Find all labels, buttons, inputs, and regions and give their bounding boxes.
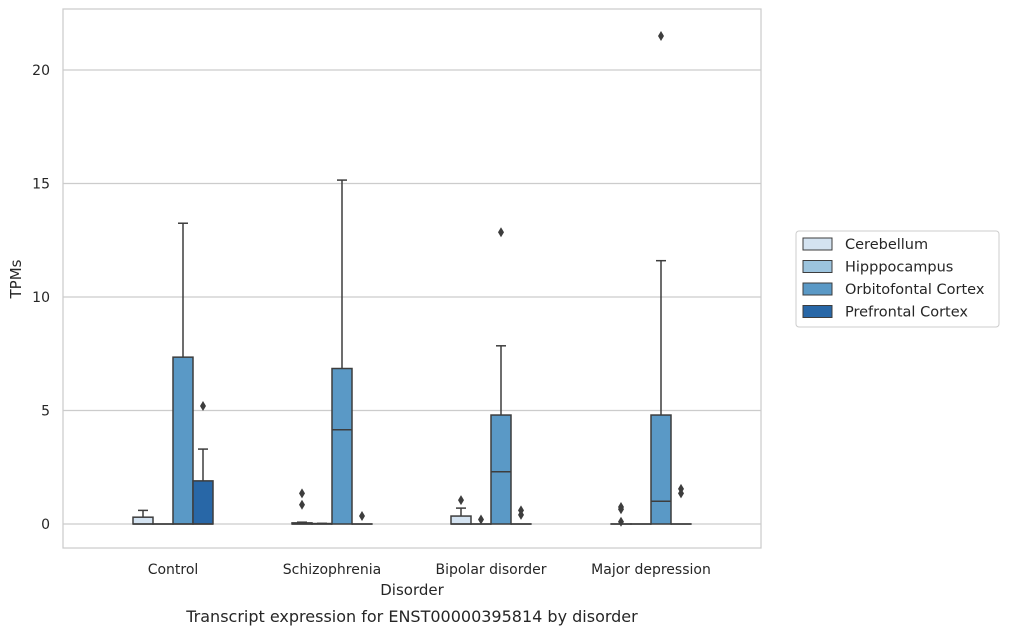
box-rect <box>450 515 472 525</box>
plot-frame <box>62 8 762 549</box>
box-orbitofontal-cortex <box>331 179 353 525</box>
outlier-point <box>618 501 624 512</box>
plot-area <box>132 30 692 527</box>
outlier-point <box>518 505 524 516</box>
box-cerebellum <box>291 488 313 525</box>
x-tick-labels: Control Schizophrenia Bipolar disorder Majo… <box>148 562 711 578</box>
x-axis-label: Disorder <box>380 581 444 599</box>
x-tick-label: Major depression <box>591 562 711 578</box>
chart-caption: Transcript expression for ENST0000039581… <box>185 607 638 626</box>
box-prefrontal-cortex <box>351 511 373 525</box>
outlier-point <box>498 227 504 238</box>
box-orbitofontal-cortex <box>490 227 512 525</box>
y-tick-label: 5 <box>41 404 50 420</box>
y-tick-label: 20 <box>32 63 50 79</box>
x-tick-label: Control <box>148 562 199 578</box>
legend-label: Orbitofontal Cortex <box>845 282 985 298</box>
box-cerebellum <box>450 495 472 525</box>
outlier-point <box>618 516 624 527</box>
box-prefrontal-cortex <box>192 400 214 525</box>
y-tick-label: 10 <box>32 290 50 306</box>
outlier-point <box>658 30 664 41</box>
box-rect <box>192 480 214 525</box>
box-rect <box>490 414 512 525</box>
y-axis-label: TPMs <box>7 259 25 299</box>
legend-label: Cerebellum <box>845 237 928 253</box>
outlier-point <box>299 488 305 499</box>
box-orbitofontal-cortex <box>172 222 194 525</box>
outlier-point <box>678 483 684 494</box>
y-tick-labels: 0 5 10 15 20 <box>32 63 50 533</box>
box-cerebellum <box>610 501 632 527</box>
box-hipppocampus <box>311 522 333 525</box>
legend-frame <box>795 230 1000 328</box>
y-tick-label: 0 <box>41 517 50 533</box>
box-rect <box>172 356 194 525</box>
legend: Cerebellum Hipppocampus Orbitofontal Corte… <box>795 230 1000 328</box>
box-rect <box>331 367 353 525</box>
outlier-point <box>200 400 206 411</box>
legend-swatch <box>802 305 833 318</box>
box-prefrontal-cortex <box>670 483 692 525</box>
y-tick-label: 15 <box>32 177 50 193</box>
box-cerebellum <box>132 509 154 525</box>
outlier-point <box>478 514 484 525</box>
legend-swatch <box>802 260 833 273</box>
x-tick-label: Bipolar disorder <box>435 562 546 578</box>
legend-label: Hipppocampus <box>845 260 953 276</box>
legend-label: Prefrontal Cortex <box>845 305 968 321</box>
legend-swatch <box>802 282 833 296</box>
outlier-point <box>458 495 464 506</box>
box-hipppocampus <box>470 514 492 525</box>
box-rect <box>650 414 672 525</box>
legend-swatch <box>802 237 833 251</box>
box-orbitofontal-cortex <box>650 30 672 525</box>
outlier-point <box>359 511 365 522</box>
outlier-point <box>299 499 305 510</box>
box-prefrontal-cortex <box>510 505 532 525</box>
box-rect <box>132 516 154 525</box>
x-tick-label: Schizophrenia <box>283 562 381 578</box>
